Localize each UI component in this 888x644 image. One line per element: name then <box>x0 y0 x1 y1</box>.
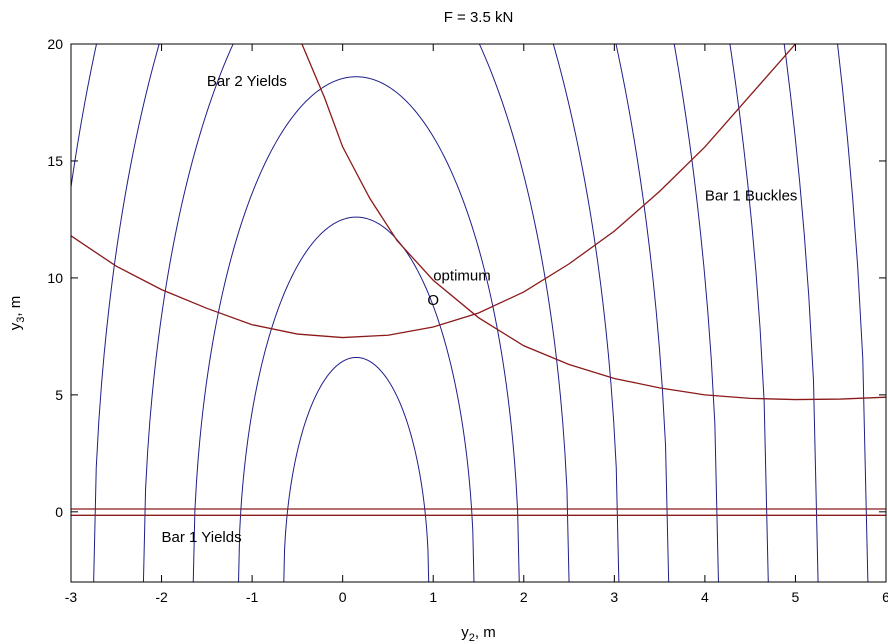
constraint-curve-1 <box>71 0 832 338</box>
annotation-2: Bar 1 Yields <box>162 529 242 546</box>
contour-line-15 <box>0 0 888 582</box>
x-tick-label-6: 3 <box>610 589 618 605</box>
contour-line-23 <box>0 0 888 582</box>
contour-line-8 <box>0 0 818 582</box>
x-tick-label-9: 6 <box>882 589 888 605</box>
contour-line-2 <box>193 77 519 582</box>
y-tick-label-0: 0 <box>55 504 63 520</box>
contour-line-0 <box>284 357 429 582</box>
annotation-3: optimum <box>433 267 491 284</box>
y-axis-label-unit: , m <box>7 296 24 317</box>
contour-line-21 <box>0 0 888 582</box>
contour-line-5 <box>44 0 669 582</box>
contour-line-11 <box>0 0 888 582</box>
contour-line-14 <box>0 0 888 582</box>
contour-line-16 <box>0 0 888 582</box>
contour-line-18 <box>0 0 888 582</box>
x-tick-label-7: 4 <box>701 589 709 605</box>
contour-line-25 <box>0 0 888 582</box>
y-tick-label-1: 5 <box>55 387 63 403</box>
x-tick-label-2: -1 <box>246 589 259 605</box>
y-tick-label-4: 20 <box>47 36 63 52</box>
annotation-1: Bar 1 Buckles <box>705 188 798 205</box>
contour-line-19 <box>0 0 888 582</box>
contour-line-20 <box>0 0 888 582</box>
contour-line-4 <box>94 0 619 582</box>
contour-line-26 <box>0 0 888 582</box>
contour-line-6 <box>0 0 718 582</box>
constraint-curve-0 <box>302 44 886 400</box>
x-axis-label: y2, m <box>461 624 495 644</box>
annotations: Bar 2 Yields Bar 1 Buckles Bar 1 Yields opt… <box>162 73 798 546</box>
objective-contours <box>0 0 888 582</box>
contour-line-17 <box>0 0 888 582</box>
x-tick-label-5: 2 <box>520 589 528 605</box>
contour-line-10 <box>0 0 888 582</box>
contour-line-7 <box>0 0 768 582</box>
chart-title: F = 3.5 kN <box>444 9 514 26</box>
x-tick-label-1: -2 <box>155 589 168 605</box>
y-tick-label-3: 15 <box>47 153 63 169</box>
optimum-marker: O <box>427 292 439 309</box>
x-tick-label-8: 5 <box>792 589 800 605</box>
x-tick-label-0: -3 <box>65 589 78 605</box>
contour-line-24 <box>0 0 888 582</box>
x-tick-label-3: 0 <box>339 589 347 605</box>
axis-ticks: -3 -2 -1 0 1 2 3 4 5 6 0 5 10 15 20 <box>47 36 888 605</box>
contour-line-13 <box>0 0 888 582</box>
y-tick-label-2: 10 <box>47 270 63 286</box>
contour-line-12 <box>0 0 888 582</box>
x-axis-label-unit: , m <box>475 624 496 641</box>
y-axis-label: y3, m <box>7 296 27 330</box>
x-tick-label-4: 1 <box>429 589 437 605</box>
annotation-0: Bar 2 Yields <box>207 73 287 90</box>
contour-line-22 <box>0 0 888 582</box>
constraint-curves <box>71 0 886 515</box>
